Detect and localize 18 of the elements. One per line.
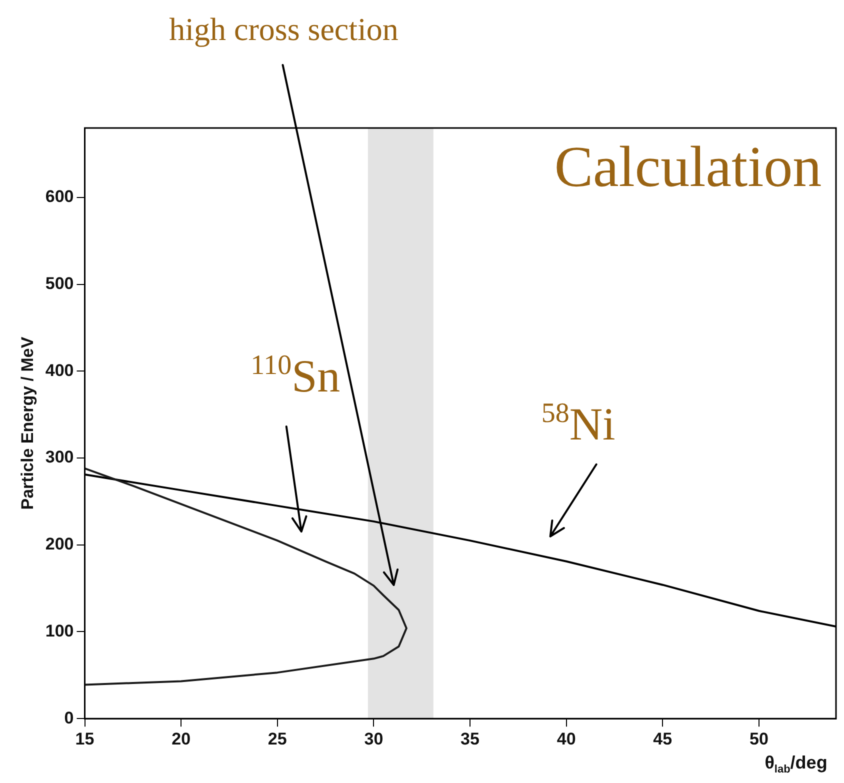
annotation: Calculation (554, 134, 822, 199)
x-tick-label: 45 (653, 729, 672, 748)
y-tick-label: 400 (45, 360, 74, 380)
text: high cross section (169, 11, 398, 47)
y-tick-label: 300 (45, 448, 74, 467)
x-tick-label: 20 (172, 729, 191, 748)
y-tick-label: 100 (45, 621, 74, 640)
x-tick-label: 30 (364, 729, 384, 748)
y-tick-label: 200 (45, 534, 74, 554)
y-axis-title: Particle Energy / MeV (18, 336, 37, 510)
x-tick-label: 25 (268, 729, 287, 748)
x-tick-label: 35 (460, 729, 480, 748)
y-tick-label: 0 (64, 708, 74, 728)
y-tick-label: 500 (45, 274, 74, 294)
y-tick-label: 600 (45, 187, 74, 206)
x-tick-label: 50 (749, 729, 768, 748)
x-tick-label: 40 (556, 729, 576, 748)
x-tick-label: 15 (75, 729, 94, 748)
